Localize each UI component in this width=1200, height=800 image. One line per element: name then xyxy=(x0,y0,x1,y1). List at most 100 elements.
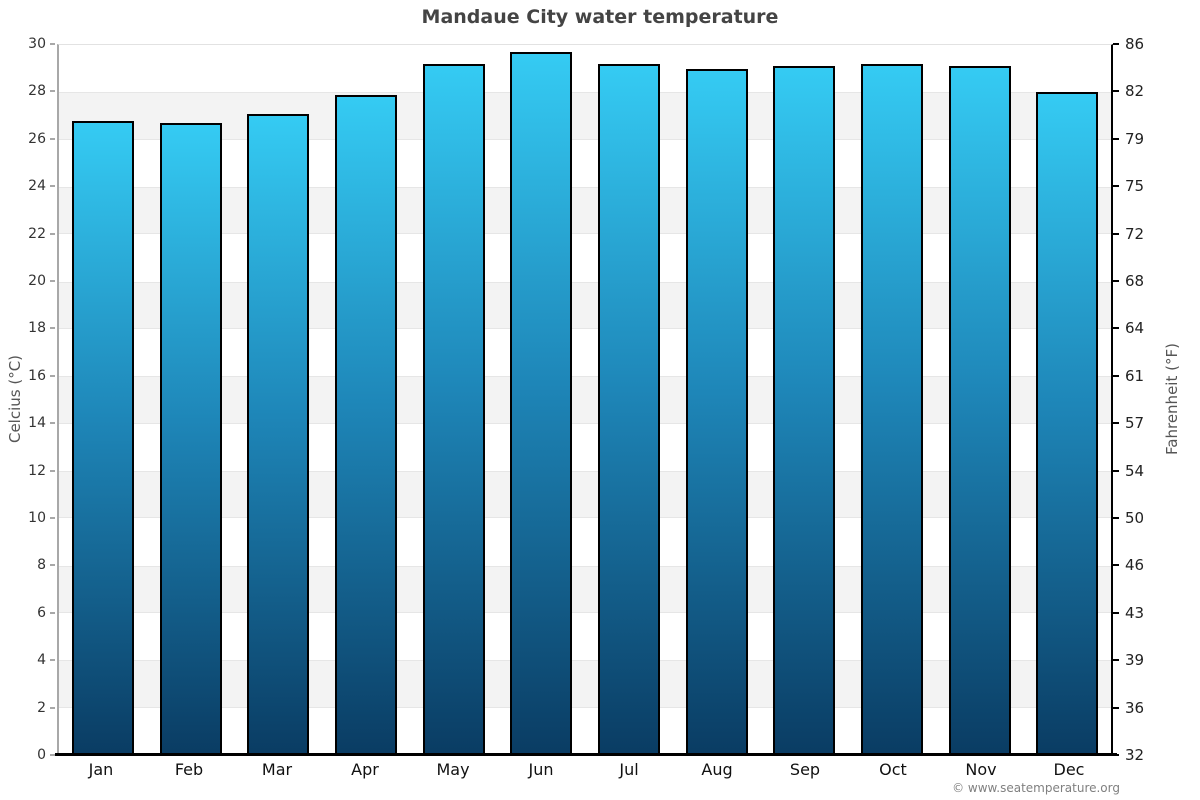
x-tick-label-dec: Dec xyxy=(1053,760,1085,779)
y-left-tickmark xyxy=(50,280,55,282)
y-right-tick-86: 86 xyxy=(1125,35,1145,53)
y-right-tick-68: 68 xyxy=(1125,272,1145,290)
y-left-tickmark xyxy=(50,90,55,93)
y-right-tickmark xyxy=(1113,374,1119,377)
y-left-tickmark xyxy=(50,659,55,662)
y-left-tickmark xyxy=(50,754,55,756)
y-left-tick-28: 28 xyxy=(28,83,46,100)
y-right-tickmark xyxy=(1113,280,1119,282)
y-left-tickmark xyxy=(50,137,55,140)
grid-band xyxy=(59,92,1111,140)
y-left-tickmark xyxy=(50,185,55,188)
y-left-tickmark xyxy=(50,327,55,330)
y-left-tickmark xyxy=(50,564,55,567)
y-right-tickmark xyxy=(1113,611,1119,614)
y-right-tickmark xyxy=(1113,754,1119,756)
y-right-tickmark xyxy=(1113,706,1119,709)
y-left-tick-22: 22 xyxy=(28,225,46,242)
y-left-tickmark xyxy=(50,374,55,377)
plot-area xyxy=(57,44,1113,755)
gridline-bands xyxy=(59,45,1111,755)
y-left-tick-12: 12 xyxy=(28,462,46,479)
x-tick-label-jul: Jul xyxy=(619,760,639,779)
bar-jan xyxy=(71,120,134,755)
y-right-tick-61: 61 xyxy=(1125,366,1145,385)
bar-slot-jun xyxy=(497,45,585,755)
y-right-tickmark xyxy=(1113,232,1119,235)
bar-apr xyxy=(334,94,397,755)
y-left-tick-18: 18 xyxy=(28,320,46,337)
y-right-tickmark xyxy=(1113,185,1119,188)
y-left-tick-10: 10 xyxy=(28,510,46,526)
y-right-tickmark xyxy=(1113,90,1119,93)
bar-slot-feb xyxy=(147,45,235,755)
y-right-tick-36: 36 xyxy=(1125,698,1145,717)
bar-slot-dec xyxy=(1023,45,1111,755)
bar-slot-oct xyxy=(848,45,936,755)
chart-title: Mandaue City water temperature xyxy=(421,6,779,28)
y-right-tick-57: 57 xyxy=(1125,414,1145,433)
y-right-tickmark xyxy=(1113,43,1119,45)
bar-slot-jul xyxy=(585,45,673,755)
y-left-tickmark xyxy=(50,232,55,235)
y-left-tickmark xyxy=(50,517,55,519)
y-right-tick-54: 54 xyxy=(1125,461,1145,480)
bar-sep xyxy=(773,66,836,755)
bar-nov xyxy=(948,66,1011,755)
bar-oct xyxy=(860,63,923,755)
y-right-tick-64: 64 xyxy=(1125,319,1145,338)
bar-feb xyxy=(159,123,222,755)
y-right-tickmark xyxy=(1113,137,1119,140)
x-tick-label-mar: Mar xyxy=(261,760,293,779)
x-tick-label-jan: Jan xyxy=(88,760,114,779)
y-right-tickmark xyxy=(1113,564,1119,567)
right-axis-ticks: 86 82 79 75 72 68 64 61 57 54 50 46 43 39 36 32 xyxy=(1113,35,1200,764)
x-tick-label-oct: Oct xyxy=(879,760,907,779)
bar-jul xyxy=(597,63,660,755)
copyright-text: © www.seatemperature.org xyxy=(952,781,1120,795)
y-right-tick-72: 72 xyxy=(1125,224,1145,243)
y-left-tick-6: 6 xyxy=(37,604,46,621)
bar-mar xyxy=(247,113,310,755)
bar-slot-may xyxy=(410,45,498,755)
bar-aug xyxy=(685,68,748,755)
x-tick-label-feb: Feb xyxy=(174,760,204,779)
bar-slot-nov xyxy=(936,45,1024,755)
y-left-tick-16: 16 xyxy=(28,367,46,384)
bar-slot-mar xyxy=(234,45,322,755)
bar-slot-aug xyxy=(673,45,761,755)
bar-slot-sep xyxy=(760,45,848,755)
y-right-tick-82: 82 xyxy=(1125,82,1145,101)
grid-band xyxy=(59,471,1111,519)
y-right-tickmark xyxy=(1113,422,1119,425)
y-left-tickmark xyxy=(50,422,55,425)
y-left-tickmark xyxy=(50,706,55,709)
y-right-tickmark xyxy=(1113,469,1119,472)
y-left-tickmark xyxy=(50,469,55,472)
x-axis-labels: Jan Feb Mar Apr May Jun Jul Aug Sep Oct Nov Dec xyxy=(57,760,1113,779)
y-right-tick-39: 39 xyxy=(1125,651,1145,670)
x-tick-label-nov: Nov xyxy=(965,760,997,779)
bar-jun xyxy=(510,52,573,755)
y-left-tickmark xyxy=(50,611,55,614)
y-right-tickmark xyxy=(1113,659,1119,662)
bar-slot-jan xyxy=(59,45,147,755)
x-tick-label-jun: Jun xyxy=(528,760,554,779)
y-left-tick-0: 0 xyxy=(37,747,46,763)
y-right-tick-79: 79 xyxy=(1125,129,1145,148)
x-tick-label-aug: Aug xyxy=(701,760,733,779)
bars-layer xyxy=(59,45,1111,755)
y-left-tick-8: 8 xyxy=(37,557,46,574)
grid-band xyxy=(59,376,1111,424)
y-left-tick-24: 24 xyxy=(28,178,46,195)
grid-band xyxy=(59,281,1111,329)
bar-slot-apr xyxy=(322,45,410,755)
bar-may xyxy=(422,63,485,755)
y-right-tick-32: 32 xyxy=(1125,746,1145,764)
y-right-tick-43: 43 xyxy=(1125,603,1145,622)
x-tick-label-apr: Apr xyxy=(351,760,379,779)
y-left-tick-2: 2 xyxy=(37,699,46,716)
x-axis-line xyxy=(55,753,1117,756)
y-left-tick-4: 4 xyxy=(37,652,46,669)
